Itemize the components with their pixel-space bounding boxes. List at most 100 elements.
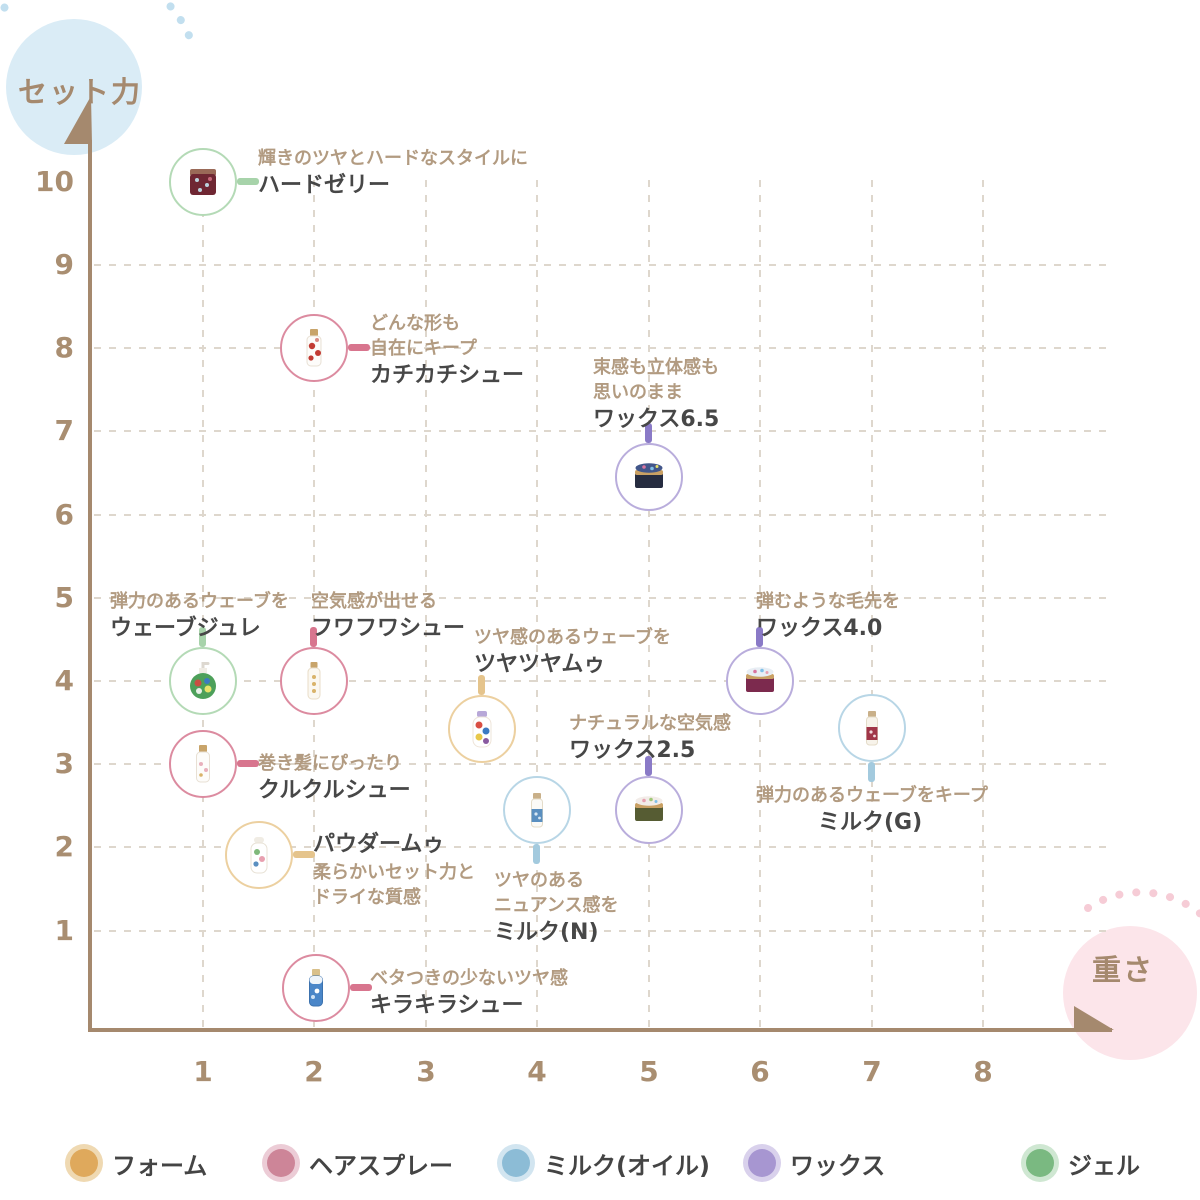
product-marker — [280, 647, 348, 715]
connector — [533, 844, 540, 864]
connector — [199, 627, 206, 647]
y-tick-5: 5 — [54, 581, 74, 614]
product-image — [746, 667, 774, 692]
x-tick-4: 4 — [527, 1055, 547, 1088]
product-text-milk-g: 弾力のあるウェーブをキープ ミルク(G) — [756, 783, 988, 837]
connector — [478, 675, 485, 695]
product-image — [866, 711, 878, 746]
x-axis-label: 重さ — [1092, 953, 1155, 987]
x-tick-6: 6 — [750, 1055, 770, 1088]
product-name: カチカチシュー — [370, 363, 525, 388]
product-caption: 弾力のあるウェーブをキープ — [756, 785, 988, 806]
product-name: ツヤツヤムゥ — [474, 652, 606, 677]
product-caption: 弾力のあるウェーブを — [110, 591, 289, 612]
y-tick-3: 3 — [54, 747, 74, 780]
product-image — [196, 745, 210, 783]
product-caption: 弾むような毛先を — [756, 591, 900, 612]
legend-item-hairspray: ヘアスプレー — [262, 1144, 453, 1182]
product-name: ワックス6.5 — [593, 407, 720, 432]
axes — [88, 140, 1112, 1032]
product-text-kachikachi-spray: どんな形も 自在にキープ カチカチシュー — [370, 311, 524, 390]
connector — [645, 423, 652, 443]
product-text-wax40: 弾むような毛先を ワックス4.0 — [756, 589, 900, 643]
product-name: ウェーブジュレ — [110, 616, 261, 641]
product-image — [531, 793, 543, 828]
connector — [756, 627, 763, 647]
legend-item-foam: フォーム — [65, 1144, 207, 1182]
product-marker — [169, 148, 237, 216]
x-axis-bubble — [1063, 926, 1197, 1060]
product-text-powder-mousse: パウダームゥ 柔らかいセット力と ドライな質感 — [313, 831, 475, 910]
x-axis-arrow — [1074, 1006, 1114, 1030]
product-name: パウダームゥ — [313, 832, 445, 857]
y-tick-4: 4 — [54, 664, 74, 697]
product-text-wave-jule: 弾力のあるウェーブを ウェーブジュレ — [110, 589, 289, 643]
product-caption: 柔らかいセット力と ドライな質感 — [313, 862, 475, 908]
product-marker — [225, 821, 293, 889]
product-image — [306, 329, 322, 367]
gridlines — [94, 180, 1108, 1028]
product-text-tsuyatsuya-mousse: ツヤ感のあるウェーブを ツヤツヤムゥ — [474, 625, 671, 679]
product-caption: ツヤ感のあるウェーブを — [474, 627, 671, 648]
product-marker — [838, 694, 906, 762]
connector — [645, 756, 652, 776]
product-text-kurukuru-spray: 巻き髪にぴったり クルクルシュー — [258, 751, 411, 805]
y-tick-7: 7 — [54, 414, 74, 447]
product-name: ハードゼリー — [258, 173, 391, 198]
product-marker — [280, 314, 348, 382]
milk-oil-color-dot — [497, 1144, 535, 1182]
hairspray-color-dot — [262, 1144, 300, 1182]
product-marker — [503, 776, 571, 844]
product-image — [190, 662, 216, 699]
axis-arrows — [64, 96, 1114, 1030]
product-text-kirakira-spray: ベタつきの少ないツヤ感 キラキラシュー — [370, 966, 568, 1020]
x-tick-7: 7 — [862, 1055, 882, 1088]
product-image — [250, 837, 268, 874]
legend-label: ミルク(オイル) — [544, 1151, 710, 1180]
y-tick-2: 2 — [54, 830, 74, 863]
legend-label: ヘアスプレー — [309, 1151, 453, 1180]
x-tick-5: 5 — [639, 1055, 659, 1088]
legend-label: ワックス — [790, 1151, 886, 1180]
product-image — [472, 711, 492, 748]
y-axis-arrow — [64, 96, 92, 144]
x-tick-1: 1 — [193, 1055, 213, 1088]
legend-label: フォーム — [112, 1151, 208, 1180]
y-tick-9: 9 — [54, 248, 74, 281]
gel-color-dot — [1021, 1144, 1059, 1182]
product-text-hard-jelly: 輝きのツヤとハードなスタイルに ハードゼリー — [258, 146, 528, 200]
product-caption: 輝きのツヤとハードなスタイルに — [258, 148, 528, 169]
y-tick-6: 6 — [54, 498, 74, 531]
product-name: フワフワシュー — [311, 616, 466, 641]
foam-color-dot — [65, 1144, 103, 1182]
product-caption: ベタつきの少ないツヤ感 — [370, 968, 568, 989]
product-marker — [169, 647, 237, 715]
product-marker — [169, 730, 237, 798]
product-image — [635, 796, 663, 821]
product-marker — [448, 695, 516, 763]
legend-item-milk-oil: ミルク(オイル) — [497, 1144, 710, 1182]
product-caption: ツヤのある ニュアンス感を — [494, 870, 619, 916]
legend-item-gel: ジェル — [1021, 1144, 1140, 1182]
x-tick-2: 2 — [304, 1055, 324, 1088]
product-caption: 空気感が出せる — [311, 591, 437, 612]
product-text-wax65: 束感も立体感も 思いのまま ワックス6.5 — [593, 355, 719, 434]
product-image — [307, 662, 321, 700]
x-tick-8: 8 — [973, 1055, 993, 1088]
product-caption: 束感も立体感も 思いのまま — [593, 357, 719, 403]
product-name: クルクルシュー — [258, 778, 411, 803]
y-tick-8: 8 — [54, 331, 74, 364]
connector — [310, 627, 317, 647]
product-marker — [615, 443, 683, 511]
x-tick-3: 3 — [416, 1055, 436, 1088]
product-image — [635, 463, 663, 488]
product-name: ミルク(G) — [818, 810, 923, 835]
product-marker — [615, 776, 683, 844]
product-name: ミルク(N) — [494, 920, 599, 945]
y-tick-10: 10 — [35, 165, 74, 198]
product-caption: 巻き髪にぴったり — [258, 753, 402, 774]
product-marker — [726, 647, 794, 715]
connector — [350, 984, 372, 991]
